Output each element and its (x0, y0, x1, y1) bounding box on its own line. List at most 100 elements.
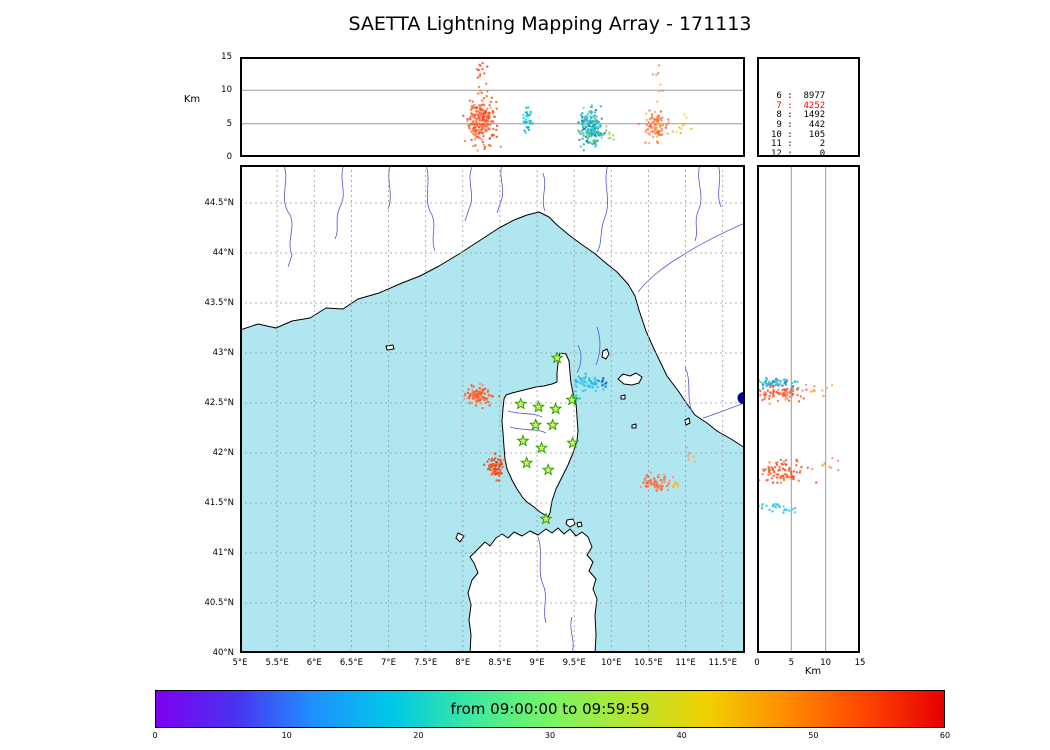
tick-label: 43.5°N (204, 298, 234, 308)
lightning-cluster (811, 456, 840, 472)
tick-label: 6°E (306, 658, 322, 668)
tick-label: 10.5°E (634, 658, 663, 668)
station-star-icon (541, 463, 555, 476)
lightning-cluster (637, 100, 675, 145)
tick-label: 8°E (455, 658, 471, 668)
lightning-cluster (577, 103, 606, 152)
lma-station-markers (514, 351, 580, 525)
altitude-gridlines-right (790, 165, 827, 653)
station-star-icon (514, 397, 528, 410)
tick-label: 5.5°E (265, 658, 289, 668)
panel-frame (757, 165, 860, 653)
altitude-count-row: 6 : 8977 (771, 91, 826, 102)
lightning-cluster (462, 91, 502, 152)
altitude-count-row: 8 : 1492 (771, 110, 826, 121)
tick-label: 11.5°E (708, 658, 737, 668)
time-colorbar: from 09:00:00 to 09:59:59 (155, 690, 945, 728)
map-gridlines (240, 165, 745, 653)
rivers (283, 165, 745, 653)
tick-label: 44.5°N (204, 198, 234, 208)
tick-label: 10 (221, 85, 232, 96)
tick-label: 11°E (675, 658, 696, 668)
lightning-cluster (639, 471, 675, 492)
tick-label: 9°E (529, 658, 545, 668)
island-elba (617, 372, 643, 386)
station-star-icon (565, 393, 579, 406)
lightning-cluster (477, 82, 489, 98)
station-star-icon (516, 434, 530, 447)
island-asinara (455, 532, 465, 543)
station-star-icon (520, 456, 534, 469)
tick-label: 5 (788, 658, 795, 668)
station-star-icon (539, 512, 553, 525)
island-montecristo (631, 423, 637, 429)
island-giglio (684, 417, 691, 426)
tick-label: 40.5°N (204, 598, 234, 608)
tick-label: 9.5°E (562, 658, 586, 668)
lightning-cluster (671, 480, 680, 488)
altitude-count-row: 11 : 2 (771, 139, 826, 150)
station-star-icon (531, 400, 546, 413)
colorbar-label: from 09:00:00 to 09:59:59 (450, 700, 650, 718)
station-star-icon (528, 418, 543, 431)
station-star-icon (546, 418, 560, 431)
lightning-cluster (597, 377, 608, 388)
tick-label: 43°N (212, 348, 234, 358)
altitude-count-row: 12 : 0 (771, 148, 826, 159)
altitude-count-row: 7 : 4252 (771, 100, 826, 111)
lightning-scatter-right (757, 376, 840, 514)
tick-label: 20 (413, 731, 424, 740)
panel-frame (240, 165, 745, 653)
altitude-count-row: 9 : 442 (771, 119, 826, 130)
right-panel-x-axis-label: Km (804, 666, 822, 677)
tick-label: 40°N (212, 648, 234, 658)
island-maddalena-2 (576, 521, 583, 528)
tick-label: 5 (226, 118, 232, 129)
lightning-cluster (522, 106, 534, 134)
lightning-cluster (805, 383, 834, 398)
tick-label: 7.5°E (414, 658, 438, 668)
station-star-icon (534, 441, 549, 454)
lightning-cluster (757, 384, 808, 405)
altitude-latitude-panel (757, 165, 860, 653)
lightning-scatter-map (463, 372, 696, 492)
lightning-cluster (475, 61, 489, 79)
tick-label: 42°N (212, 448, 234, 458)
tick-label: 10 (820, 658, 832, 668)
tick-label: 30 (544, 731, 556, 740)
tick-label: 42.5°N (204, 398, 234, 408)
tick-label: 41°N (212, 548, 234, 558)
tick-label: 0 (152, 731, 158, 740)
tick-label: 5°E (232, 658, 248, 668)
altitude-longitude-panel (240, 57, 745, 157)
tick-label: 10 (281, 731, 292, 740)
lightning-cluster (651, 64, 664, 93)
tick-label: 0 (754, 658, 760, 668)
lightning-cluster (757, 458, 818, 484)
island-pianosa (620, 394, 626, 400)
tick-label: 60 (939, 731, 951, 740)
tick-label: 15 (854, 658, 866, 668)
island-capraia (601, 348, 610, 360)
tick-label: 50 (808, 731, 819, 740)
tick-label: 10°E (601, 658, 622, 668)
altitude-count-rows: 6 : 8977 7 : 4252 8 : 1492 9 : 442 10 : 1… (771, 92, 858, 159)
tick-label: 44°N (212, 248, 234, 258)
lightning-scatter-top (462, 61, 693, 152)
island-porquerolles (385, 344, 395, 351)
tick-label: 8.5°E (488, 658, 512, 668)
tick-label: 15 (221, 52, 232, 62)
lightning-cluster (463, 382, 501, 410)
top-panel-y-axis-label: Km (183, 94, 201, 105)
island-sardinia (467, 527, 598, 653)
station-star-icon (550, 351, 564, 364)
lightning-cluster (602, 125, 615, 141)
panel-frame (240, 57, 745, 157)
tick-label: 0 (226, 152, 232, 162)
lightning-cluster (757, 503, 797, 514)
station-star-icon (549, 402, 563, 415)
tick-label: 41.5°N (204, 498, 234, 508)
figure-title: SAETTA Lightning Mapping Array - 171113 (348, 13, 752, 35)
altitude-source-count-panel: 6 : 8977 7 : 4252 8 : 1492 9 : 442 10 : 1… (757, 57, 860, 159)
